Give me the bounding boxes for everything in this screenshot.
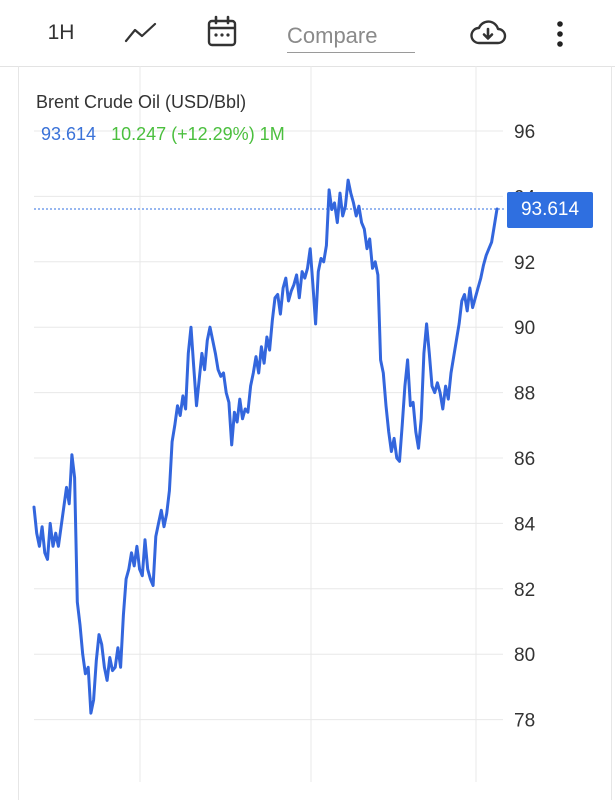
last-price-tag: 93.614 bbox=[507, 192, 593, 228]
y-tick-label: 82 bbox=[514, 580, 535, 601]
price-chart[interactable]: 78808284868890929496 bbox=[0, 66, 615, 800]
legend-change: 10.247 (+12.29%) 1M bbox=[111, 124, 285, 144]
y-tick-label: 96 bbox=[514, 122, 535, 143]
legend-price: 93.614 bbox=[41, 124, 97, 144]
more-vertical-icon[interactable] bbox=[548, 18, 572, 50]
price-line bbox=[32, 178, 499, 715]
y-tick-label: 90 bbox=[514, 318, 535, 339]
line-chart-icon[interactable] bbox=[122, 18, 160, 48]
y-tick-label: 78 bbox=[514, 711, 535, 732]
y-tick-label: 92 bbox=[514, 253, 535, 274]
compare-input[interactable]: Compare bbox=[287, 20, 415, 53]
chart-frame-right bbox=[611, 66, 612, 800]
y-tick-label: 80 bbox=[514, 645, 535, 666]
chart-grid bbox=[34, 66, 503, 782]
cloud-download-icon[interactable] bbox=[466, 16, 510, 50]
y-tick-label: 86 bbox=[514, 449, 535, 470]
legend-values: 93.614 10.247 (+12.29%) 1M bbox=[41, 124, 285, 145]
chart-frame-left bbox=[18, 66, 19, 800]
y-tick-label: 88 bbox=[514, 384, 535, 405]
interval-button[interactable]: 1H bbox=[47, 21, 75, 44]
chart-toolbar: 1H Compare bbox=[0, 0, 615, 67]
chart-title: Brent Crude Oil (USD/Bbl) bbox=[36, 92, 247, 112]
y-tick-label: 84 bbox=[514, 514, 536, 535]
calendar-icon[interactable] bbox=[204, 14, 240, 50]
